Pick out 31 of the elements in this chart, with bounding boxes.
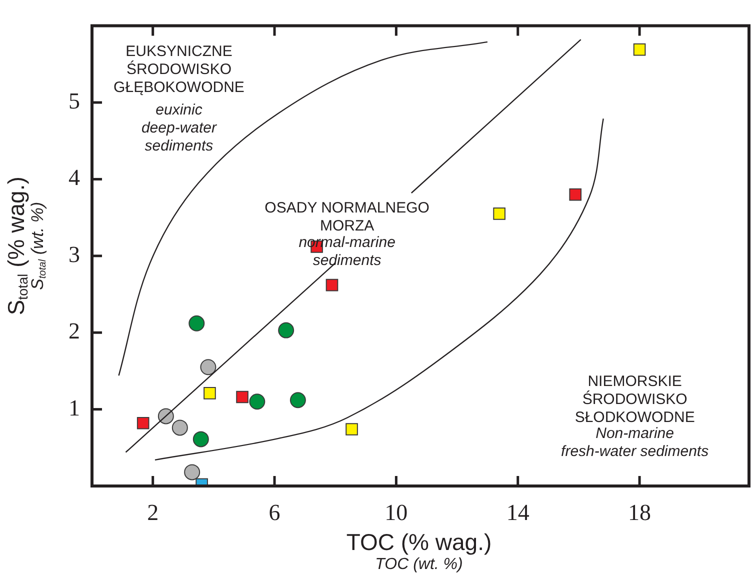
point [346, 423, 358, 436]
y-tick-label: 2 [68, 318, 80, 344]
point [188, 315, 205, 332]
y-tick-label: 4 [68, 165, 80, 190]
point [192, 431, 209, 448]
point [172, 420, 188, 436]
point [236, 390, 248, 404]
x-tick-label: 14 [506, 500, 530, 525]
x-axis-title: TOC (% wag.) TOC (wt. %) [346, 529, 492, 573]
annotation: normal-marine sediments [298, 234, 396, 269]
point [204, 387, 216, 400]
point [290, 392, 306, 408]
point [249, 394, 266, 410]
y-tick-label: 5 [68, 88, 80, 114]
point [278, 322, 294, 338]
point [184, 464, 200, 480]
annotation: euxinic deep-water sediments [141, 101, 218, 154]
annotation: Non-marine fresh-water sediments [561, 424, 710, 460]
x-tick-label: 18 [628, 500, 652, 525]
point [493, 208, 506, 220]
x-tick-label: 2 [147, 500, 159, 525]
y-tick-label: 3 [68, 242, 80, 267]
point [136, 416, 150, 430]
y-tick-label: 1 [68, 395, 80, 420]
point [633, 43, 646, 56]
point [326, 278, 338, 292]
point [200, 359, 216, 376]
x-tick-label: 6 [268, 500, 280, 525]
annotation: NIEMORSKIE ŚRODOWISKO SŁODKOWODNE [574, 372, 695, 426]
point [569, 188, 582, 201]
x-tick-label: 10 [384, 500, 408, 525]
